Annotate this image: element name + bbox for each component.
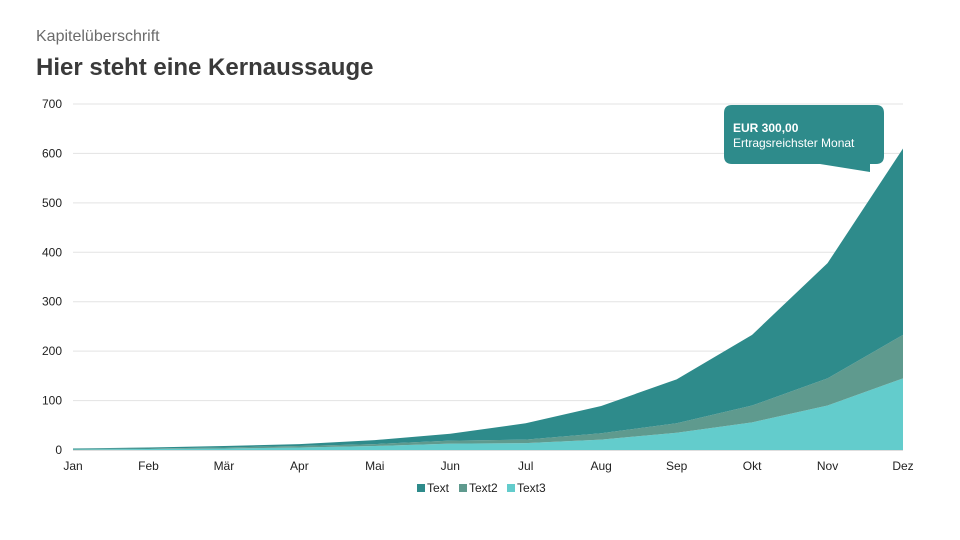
- x-tick-label: Nov: [817, 459, 838, 473]
- y-tick-label: 700: [42, 97, 62, 111]
- legend-swatch-text: [417, 484, 425, 492]
- x-tick-label: Feb: [138, 459, 159, 473]
- legend-label-text2: Text2: [469, 481, 498, 495]
- page-title: Hier steht eine Kernaussauge: [36, 54, 374, 81]
- area-series-text2: [73, 334, 903, 450]
- x-tick-label: Jan: [63, 459, 82, 473]
- y-tick-label: 500: [42, 196, 62, 210]
- x-axis: Jan Feb Mär Apr Mai Jun Jul Aug Sep Okt Nov Dez: [63, 459, 913, 473]
- y-tick-label: 400: [42, 245, 62, 259]
- x-tick-label: Mai: [365, 459, 384, 473]
- chapter-heading: Kapitelüberschrift: [36, 28, 160, 45]
- x-tick-label: Okt: [743, 459, 762, 473]
- area-series-text3: [73, 378, 903, 450]
- x-tick-label: Mär: [214, 459, 235, 473]
- y-tick-label: 200: [42, 344, 62, 358]
- y-tick-label: 300: [42, 295, 62, 309]
- x-tick-label: Jun: [441, 459, 460, 473]
- x-tick-label: Dez: [892, 459, 913, 473]
- x-tick-label: Sep: [666, 459, 688, 473]
- x-tick-label: Aug: [591, 459, 612, 473]
- legend-label-text: Text: [427, 481, 450, 495]
- x-tick-label: Apr: [290, 459, 309, 473]
- y-axis: 0 100 200 300 400 500 600 700: [42, 97, 62, 457]
- y-tick-label: 100: [42, 394, 62, 408]
- legend-swatch-text3: [507, 484, 515, 492]
- x-tick-label: Jul: [518, 459, 533, 473]
- callout-title: EUR 300,00: [733, 121, 799, 135]
- area-series: [73, 148, 903, 450]
- legend: Text Text2 Text3: [417, 481, 546, 495]
- callout-shape: [724, 105, 884, 172]
- area-series-text: [73, 148, 903, 450]
- y-tick-label: 600: [42, 146, 62, 160]
- y-tick-label: 0: [55, 443, 62, 457]
- callout-bubble: EUR 300,00 Ertragsreichster Monat: [724, 105, 884, 172]
- legend-label-text3: Text3: [517, 481, 546, 495]
- callout-subtitle: Ertragsreichster Monat: [733, 136, 855, 150]
- legend-swatch-text2: [459, 484, 467, 492]
